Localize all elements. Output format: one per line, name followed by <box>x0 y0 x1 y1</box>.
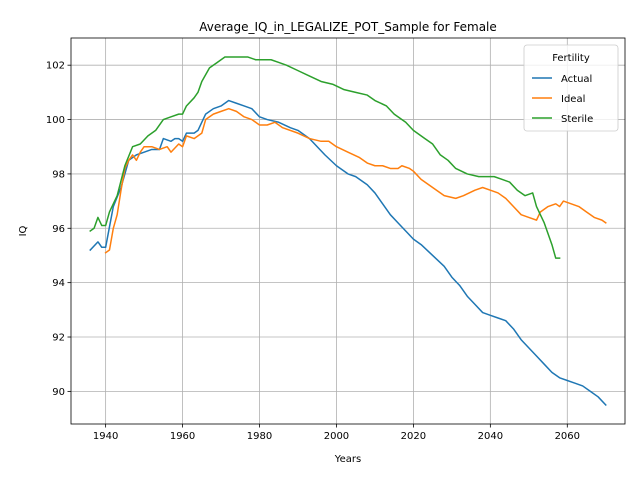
x-tick-label: 2020 <box>401 431 426 442</box>
series-lines <box>89 56 607 407</box>
y-tick-label: 98 <box>52 169 65 180</box>
chart-title: Average_IQ_in_LEGALIZE_POT_Sample for Fe… <box>199 20 497 34</box>
legend-box <box>523 44 619 132</box>
y-tick-label: 96 <box>52 224 65 235</box>
legend: Fertility Actual Ideal Sterile <box>523 44 619 132</box>
x-tick-label: 1940 <box>93 431 118 442</box>
x-tick-label: 2040 <box>478 431 503 442</box>
x-axis-label: Years <box>334 454 361 465</box>
axis-ticks: 1940 1960 1980 2000 2020 2040 2060 90 92 94 96 98 10… <box>46 61 580 442</box>
y-tick-label: 102 <box>46 61 65 72</box>
legend-items: Actual Ideal Sterile <box>532 74 593 125</box>
legend-label-actual: Actual <box>561 74 592 85</box>
x-tick-label: 1960 <box>170 431 195 442</box>
x-tick-label: 1980 <box>247 431 272 442</box>
y-axis-label: IQ <box>18 225 29 236</box>
y-tick-label: 92 <box>52 333 65 344</box>
series-line-sterile <box>89 56 561 259</box>
x-tick-label: 2000 <box>324 431 349 442</box>
legend-label-sterile: Sterile <box>561 114 593 125</box>
legend-title: Fertility <box>552 53 590 64</box>
y-tick-label: 90 <box>52 387 65 398</box>
x-tick-label: 2060 <box>555 431 580 442</box>
y-tick-label: 94 <box>52 278 65 289</box>
grid <box>71 38 625 424</box>
series-line-actual <box>89 99 607 407</box>
y-tick-label: 100 <box>46 115 65 126</box>
plot-frame <box>70 37 626 425</box>
legend-label-ideal: Ideal <box>561 94 585 105</box>
series-line-ideal <box>104 107 607 254</box>
